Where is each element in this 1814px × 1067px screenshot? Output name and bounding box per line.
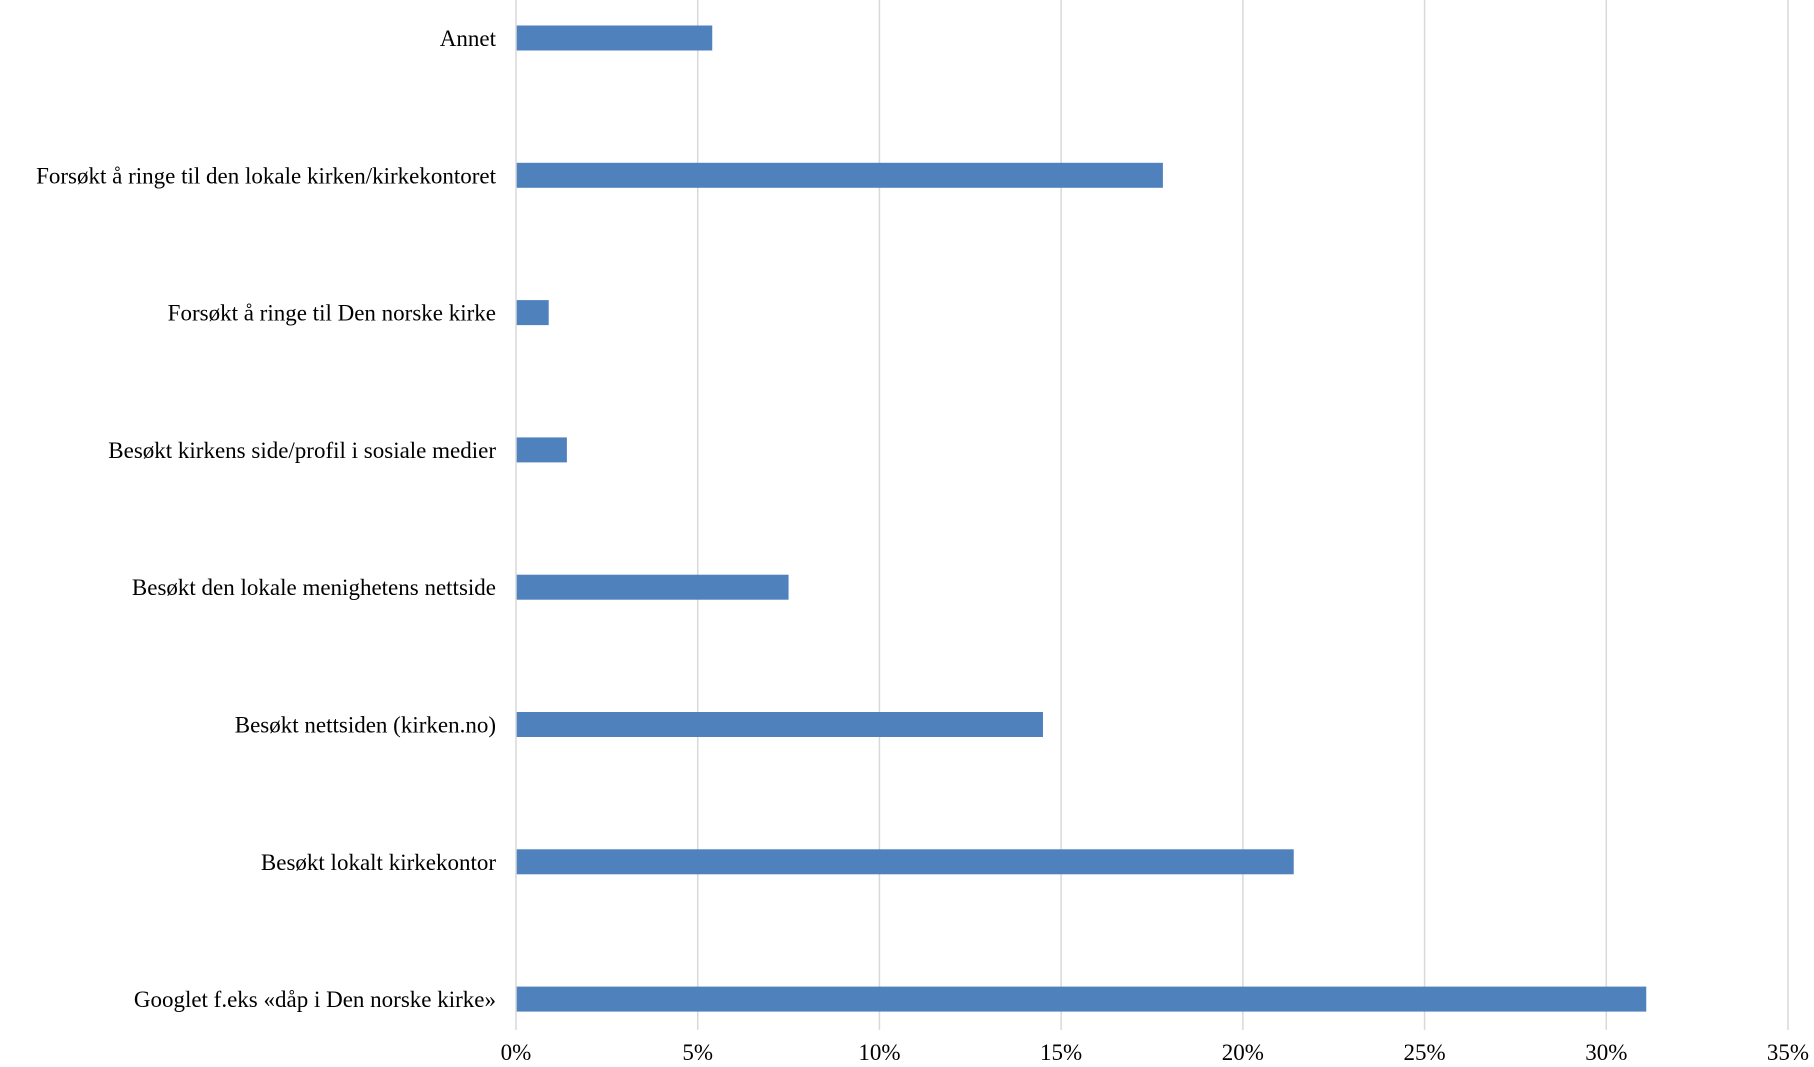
category-label: Besøkt nettsiden (kirken.no) [235,713,496,738]
gridlines [696,0,1789,1030]
category-labels: Annet Forsøkt å ringe til den lokale kirk… [36,26,496,1012]
category-label: Besøkt den lokale menighetens nettside [132,575,496,600]
bar [516,25,713,51]
x-tick-label: 30% [1585,1040,1627,1065]
bar [516,300,549,326]
bar [516,986,1647,1012]
x-tick-label: 20% [1222,1040,1264,1065]
x-tick-label: 0% [501,1040,532,1065]
x-tick-label: 5% [682,1040,713,1065]
x-tick-label: 35% [1767,1040,1809,1065]
tick-labels: 0% 5% 10% 15% 20% 25% 30% 35% [501,1040,1809,1065]
x-tick-label: 15% [1040,1040,1082,1065]
x-tick-label: 25% [1403,1040,1445,1065]
category-label: Annet [440,26,497,51]
category-label: Googlet f.eks «dåp i Den norske kirke» [134,987,496,1012]
bars [516,25,1647,1012]
category-label: Besøkt kirkens side/profil i sosiale med… [108,438,496,463]
bar [516,712,1043,737]
bar [516,849,1294,875]
category-label: Forsøkt å ringe til Den norske kirke [168,301,496,326]
x-tick-label: 10% [858,1040,900,1065]
category-label: Forsøkt å ringe til den lokale kirken/ki… [36,163,496,188]
bar [516,437,567,463]
bar [516,162,1163,188]
category-label: Besøkt lokalt kirkekontor [261,850,496,875]
bar [516,574,789,600]
